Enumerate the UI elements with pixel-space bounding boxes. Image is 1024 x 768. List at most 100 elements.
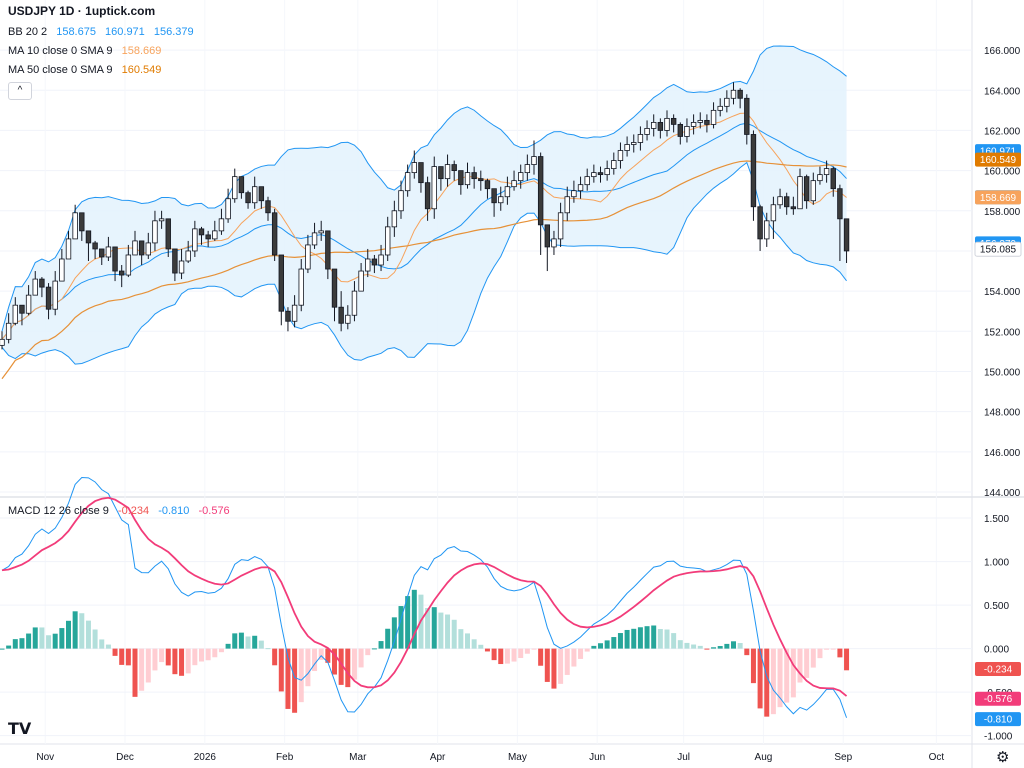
candle-body xyxy=(391,210,398,228)
macd-legend-label: MACD 12 26 close 9 xyxy=(8,505,109,517)
macd-histogram-bar xyxy=(85,620,91,649)
time-tick-label: Jul xyxy=(677,752,690,763)
macd-histogram-bar xyxy=(804,648,810,678)
bb-band-fill xyxy=(2,45,847,365)
macd-histogram-bar xyxy=(378,641,384,649)
candle-body xyxy=(105,246,112,258)
gear-icon[interactable]: ⚙ xyxy=(996,748,1010,766)
macd-histogram-bar xyxy=(531,648,537,650)
macd-histogram-bar xyxy=(684,642,690,649)
macd-histogram-bar xyxy=(770,648,776,715)
macd-histogram-bar xyxy=(844,648,850,671)
price-tick-label: 166.000 xyxy=(984,46,1021,57)
macd-histogram-bar xyxy=(617,633,623,649)
candle-body xyxy=(524,164,531,174)
candle-body xyxy=(518,172,524,182)
macd-legend[interactable]: MACD 12 26 close 9 -0.234 -0.810 -0.576 xyxy=(8,505,230,518)
ma50-legend[interactable]: MA 50 close 0 SMA 9 160.549 xyxy=(8,64,161,77)
candle-body xyxy=(451,164,457,172)
macd-histogram-bar xyxy=(145,648,151,683)
macd-histogram-bar xyxy=(39,627,45,649)
macd-tick-label: 1.500 xyxy=(984,514,1009,525)
macd-histogram-bar xyxy=(544,648,550,682)
macd-histogram-bar xyxy=(757,648,763,709)
tradingview-logo-icon[interactable]: TV xyxy=(8,719,32,738)
candle-body xyxy=(431,166,437,210)
macd-signal-line xyxy=(1,496,848,697)
bb-legend[interactable]: BB 20 2 158.675 160.971 156.379 xyxy=(8,26,194,39)
macd-histogram-bar xyxy=(32,627,38,649)
candle-body xyxy=(172,248,178,274)
macd-histogram-bar xyxy=(431,607,437,649)
ma10-legend[interactable]: MA 10 close 0 SMA 9 158.669 xyxy=(8,45,161,58)
candle-body xyxy=(438,166,444,180)
macd-tick-label: 0.500 xyxy=(984,601,1009,612)
candle-body xyxy=(338,306,344,324)
macd-histogram-bar xyxy=(677,640,683,649)
candle-body xyxy=(710,109,717,125)
macd-histogram-bar xyxy=(59,628,65,649)
collapse-legend-button[interactable]: ^ xyxy=(8,82,32,100)
candle-body xyxy=(32,278,38,296)
time-tick-label: Nov xyxy=(36,752,54,763)
candle-body xyxy=(657,122,664,131)
price-badge-label: 160.971 xyxy=(980,147,1017,158)
ma50-legend-label: MA 50 close 0 SMA 9 xyxy=(8,64,113,76)
macd-histogram-bar xyxy=(119,648,125,665)
macd-histogram-bar xyxy=(79,613,85,649)
candle-body xyxy=(411,162,417,174)
macd-histogram-bar xyxy=(19,638,25,649)
candle-body xyxy=(571,190,577,198)
candle-body xyxy=(205,234,211,240)
macd-histogram-bar xyxy=(471,639,477,649)
candle-body xyxy=(345,314,351,324)
candle-body xyxy=(404,172,411,192)
macd-histogram-bar xyxy=(711,647,717,649)
candle-body xyxy=(351,290,358,316)
candle-body xyxy=(25,294,32,314)
price-tick-label: 164.000 xyxy=(984,86,1021,97)
price-badge-label: 158.669 xyxy=(980,193,1017,204)
candle-body xyxy=(577,184,584,192)
macd-histogram-bar xyxy=(125,648,131,666)
candle-body xyxy=(551,238,557,248)
candle-body xyxy=(0,338,5,346)
candle-body xyxy=(185,250,191,262)
macd-histogram-bar xyxy=(245,636,251,649)
macd-histogram-bar xyxy=(604,640,610,649)
candle-body xyxy=(504,186,511,198)
candle-body xyxy=(132,240,138,256)
time-tick-label: 2026 xyxy=(194,752,217,763)
candle-body xyxy=(45,286,52,310)
macd-histogram-bar xyxy=(491,648,497,661)
macd-histogram-bar xyxy=(298,648,304,703)
candle-body xyxy=(498,196,504,204)
macd-histogram-bar xyxy=(810,648,816,668)
macd-histogram-bar xyxy=(385,628,391,649)
candle-body xyxy=(704,119,710,125)
candle-body xyxy=(52,280,58,310)
candle-body xyxy=(158,218,165,222)
macd-tick-label: -1.000 xyxy=(984,732,1013,743)
macd-histogram-bar xyxy=(564,648,570,675)
candle-body xyxy=(238,176,245,194)
time-tick-label: Dec xyxy=(116,752,134,763)
macd-histogram-bar xyxy=(797,648,803,683)
candle-body xyxy=(637,134,644,143)
price-tick-label: 152.000 xyxy=(984,327,1021,338)
macd-histogram-bar xyxy=(744,648,750,656)
candle-body xyxy=(690,122,697,127)
ma10-legend-label: MA 10 close 0 SMA 9 xyxy=(8,45,113,57)
macd-histogram-bar xyxy=(631,628,637,649)
candle-body xyxy=(777,196,783,206)
price-badge-label: 156.085 xyxy=(980,245,1017,256)
candle-body xyxy=(72,212,78,240)
macd-histogram-bar xyxy=(0,648,5,650)
candle-body xyxy=(12,304,18,324)
macd-histogram-bar xyxy=(830,648,836,650)
candle-body xyxy=(138,240,145,256)
macd-histogram-bar xyxy=(398,606,404,649)
macd-line-value: -0.810 xyxy=(158,505,190,517)
macd-histogram-bar xyxy=(451,619,457,649)
